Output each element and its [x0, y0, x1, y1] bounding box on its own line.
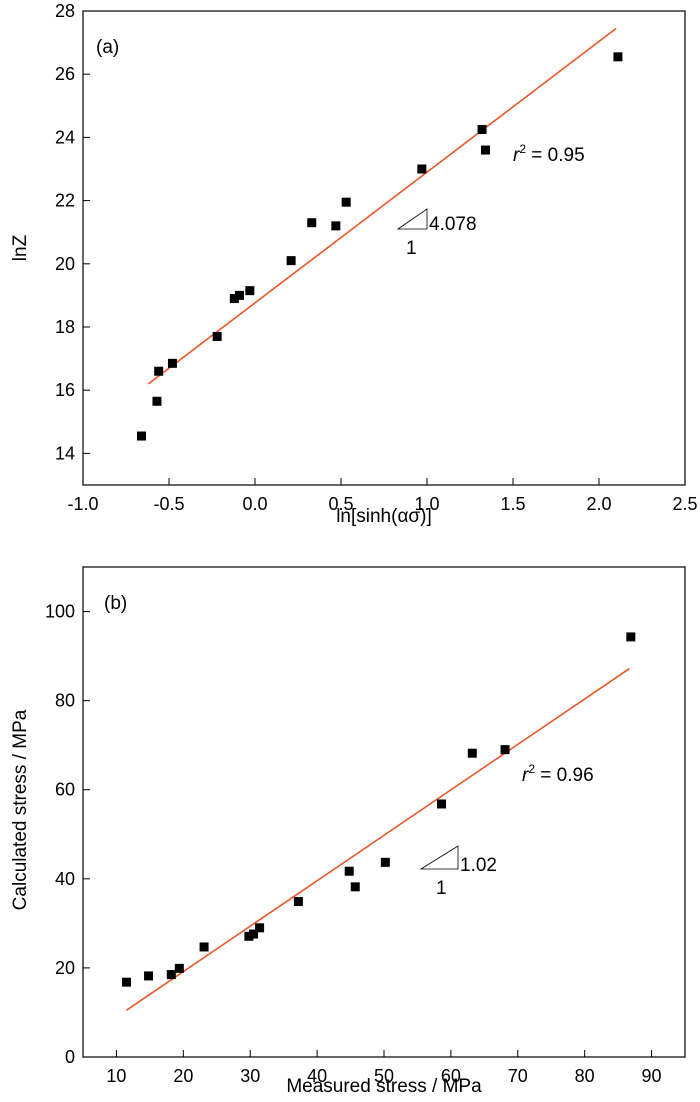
- slope-run-a: 1: [406, 238, 417, 259]
- y-axis-label-a: lnZ: [10, 234, 31, 261]
- y-tick-label-a: 14: [55, 443, 75, 463]
- y-tick-label-b: 0: [65, 1047, 75, 1067]
- data-point-a: [307, 218, 317, 228]
- fit-line-b: [126, 667, 630, 1011]
- slope-triangle-a: [396, 208, 428, 230]
- data-point-a: [245, 286, 255, 296]
- data-point-a: [286, 256, 296, 266]
- x-axis-label-a: ln[sinh(ασ)]: [336, 506, 432, 527]
- data-point-b: [199, 942, 209, 952]
- x-tick-label-b: 90: [642, 1066, 662, 1086]
- plot-frame-a: [82, 10, 686, 486]
- slope-value-b: 1.02: [460, 855, 497, 876]
- y-tick-label-a: 16: [55, 380, 75, 400]
- y-tick-label-a: 22: [55, 191, 75, 211]
- x-tick-label-a: -0.5: [153, 494, 184, 514]
- data-point-b: [380, 857, 390, 867]
- x-tick-label-a: 1.5: [500, 494, 525, 514]
- y-tick-label-a: 28: [55, 1, 75, 21]
- data-point-b: [626, 632, 636, 642]
- data-point-a: [136, 431, 146, 441]
- data-point-a: [212, 331, 222, 341]
- data-point-b: [344, 866, 354, 876]
- data-point-a: [613, 52, 623, 62]
- y-tick-label-b: 60: [55, 780, 75, 800]
- data-point-a: [154, 366, 164, 376]
- data-point-a: [152, 396, 162, 406]
- data-point-b: [174, 963, 184, 973]
- y-tick-label-b: 40: [55, 869, 75, 889]
- x-tick-label-b: 70: [508, 1066, 528, 1086]
- x-tick-label-a: -1.0: [67, 494, 98, 514]
- y-tick-label-a: 26: [55, 64, 75, 84]
- data-point-b: [467, 748, 477, 758]
- y-tick-label-a: 18: [55, 317, 75, 337]
- x-tick-label-a: 2.5: [672, 494, 697, 514]
- x-tick-label-b: 30: [240, 1066, 260, 1086]
- slope-value-a: 4.078: [429, 214, 477, 235]
- y-axis-label-b: Calculated stress / MPa: [10, 709, 31, 910]
- x-tick-label-b: 80: [575, 1066, 595, 1086]
- r2-annotation-b: r2 = 0.96: [522, 762, 594, 786]
- data-point-a: [477, 125, 487, 134]
- chart-b: 10 20 30 40 50 60 70 80 90 0 20 40 60 80 100 (b) Measu…: [10, 566, 686, 1097]
- slope-run-b: 1: [436, 878, 447, 899]
- x-axis-label-b: Measured stress / MPa: [286, 1076, 482, 1097]
- panel-label-b: (b): [104, 593, 127, 614]
- plot-frame-b: [82, 566, 686, 1058]
- data-point-a: [331, 221, 341, 231]
- slope-triangle-b: [419, 845, 459, 870]
- y-tick-label-b: 80: [55, 691, 75, 711]
- x-tick-label-a: 0.0: [242, 494, 267, 514]
- x-tick-label-b: 40: [307, 1066, 327, 1086]
- panel-label-a: (a): [96, 37, 119, 58]
- data-point-b: [293, 897, 303, 907]
- data-point-a: [480, 145, 490, 155]
- y-tick-label-a: 24: [55, 127, 75, 147]
- r2-annotation-a: r2 = 0.95: [513, 142, 585, 166]
- data-point-a: [341, 197, 351, 207]
- data-point-b: [255, 923, 265, 933]
- x-tick-label-b: 20: [173, 1066, 193, 1086]
- y-tick-label-b: 100: [45, 602, 75, 622]
- data-point-a: [229, 294, 239, 304]
- data-point-b: [166, 970, 176, 980]
- y-tick-label-b: 20: [55, 958, 75, 978]
- x-tick-label-b: 60: [441, 1066, 461, 1086]
- x-tick-label-a: 1.0: [414, 494, 439, 514]
- data-point-b: [121, 977, 131, 987]
- fit-line-a: [147, 27, 617, 385]
- data-point-b: [244, 931, 254, 941]
- x-tick-label-a: 2.0: [586, 494, 611, 514]
- data-point-b: [437, 799, 447, 809]
- data-point-b: [500, 745, 510, 755]
- x-tick-label-b: 10: [106, 1066, 126, 1086]
- x-tick-label-b: 50: [374, 1066, 394, 1086]
- data-point-a: [235, 290, 245, 300]
- chart-a: -1.0 -0.5 0.0 0.5 1.0 1.5 2.0 2.5 14 16 18 20 22 24 26…: [10, 1, 698, 527]
- x-tick-label-a: 0.5: [328, 494, 353, 514]
- data-point-b: [249, 929, 259, 939]
- data-point-b: [350, 882, 360, 892]
- y-tick-label-a: 20: [55, 254, 75, 274]
- data-point-b: [144, 971, 154, 981]
- data-point-a: [417, 164, 427, 174]
- data-point-a: [167, 358, 177, 368]
